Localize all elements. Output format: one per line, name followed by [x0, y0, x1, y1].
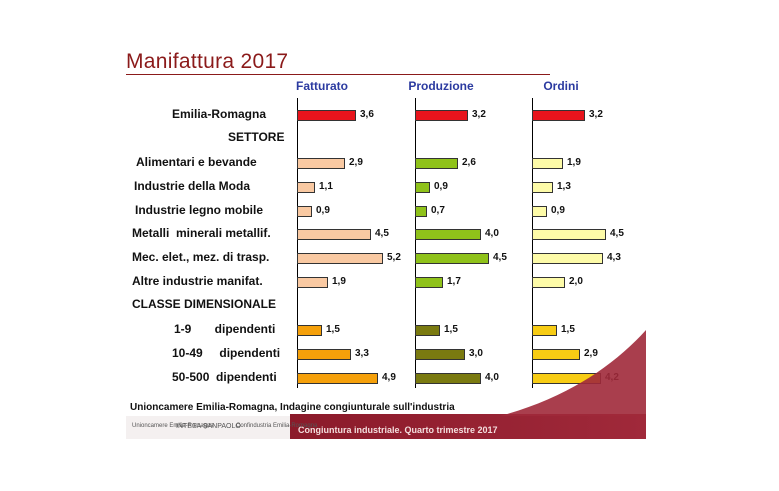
bar-ordini — [532, 349, 580, 360]
data-label: 3,2 — [472, 109, 486, 120]
bar-fatturato — [297, 182, 315, 193]
category-label: 50-500 dipendenti — [172, 370, 277, 384]
bar-produzione — [415, 182, 430, 193]
column-header-fatturato: Fatturato — [296, 79, 348, 93]
category-label: 10-49 dipendenti — [172, 346, 281, 360]
bar-ordini — [532, 277, 565, 288]
data-label: 2,9 — [349, 157, 363, 168]
axis-fatturato — [297, 98, 298, 388]
bar-fatturato — [297, 110, 356, 121]
category-label: Industrie legno mobile — [135, 203, 264, 217]
bar-produzione — [415, 277, 443, 288]
data-label: 1,5 — [561, 324, 575, 335]
data-label: 3,3 — [355, 348, 369, 359]
bar-produzione — [415, 158, 458, 169]
bar-produzione — [415, 229, 481, 240]
footer-caption: Congiuntura industriale. Quarto trimestr… — [298, 425, 498, 435]
data-label: 0,7 — [431, 205, 445, 216]
bar-ordini — [532, 325, 557, 336]
category-label: Mec. elet., mez. di trasp. — [132, 250, 270, 264]
bar-ordini — [532, 206, 547, 217]
title-divider — [126, 74, 550, 75]
data-label: 3,0 — [469, 348, 483, 359]
data-label: 1,1 — [319, 181, 333, 192]
data-label: 2,0 — [569, 276, 583, 287]
data-label: 1,5 — [326, 324, 340, 335]
data-label: 0,9 — [316, 205, 330, 216]
data-label: 1,7 — [447, 276, 461, 287]
bar-fatturato — [297, 277, 328, 288]
bar-fatturato — [297, 206, 312, 217]
category-label: Metalli minerali metallif. — [132, 226, 271, 240]
category-label: Altre industrie manifat. — [132, 274, 263, 288]
data-label: 2,9 — [584, 348, 598, 359]
data-label: 0,9 — [434, 181, 448, 192]
column-header-produzione: Produzione — [408, 79, 474, 93]
bar-ordini — [532, 158, 563, 169]
bar-produzione — [415, 349, 465, 360]
axis-ordini — [532, 98, 533, 388]
bar-fatturato — [297, 373, 378, 384]
data-label: 1,3 — [557, 181, 571, 192]
category-label: 1-9 dipendenti — [174, 322, 276, 336]
data-label: 0,9 — [551, 205, 565, 216]
category-label: Emilia-Romagna — [172, 107, 267, 121]
section-header: SETTORE — [228, 130, 285, 144]
data-label: 3,2 — [589, 109, 603, 120]
bar-ordini — [532, 182, 553, 193]
data-label: 4,0 — [485, 372, 499, 383]
decorative-curve — [500, 330, 646, 416]
confindustria-logo: Confindustria Emilia-Romagna — [236, 423, 318, 429]
footer-logo-strip — [126, 416, 296, 439]
bar-produzione — [415, 110, 468, 121]
unioncamere-logo: Unioncamere Emilia-Romagna — [132, 423, 214, 429]
section-header: CLASSE DIMENSIONALE — [132, 297, 277, 311]
data-label: 4,5 — [610, 228, 624, 239]
data-label: 4,5 — [375, 228, 389, 239]
bar-fatturato — [297, 349, 351, 360]
column-header-ordini: Ordini — [543, 79, 579, 93]
data-label: 1,5 — [444, 324, 458, 335]
data-label: 1,9 — [567, 157, 581, 168]
footer-band — [290, 414, 646, 439]
bar-fatturato — [297, 325, 322, 336]
data-label: 1,9 — [332, 276, 346, 287]
data-label: 4,9 — [382, 372, 396, 383]
bar-fatturato — [297, 158, 345, 169]
bar-ordini — [532, 110, 585, 121]
category-label: Alimentari e bevande — [136, 155, 257, 169]
source-note: Unioncamere Emilia-Romagna, Indagine con… — [130, 402, 455, 413]
category-label: Industrie della Moda — [134, 179, 251, 193]
page-title: Manifattura 2017 — [126, 50, 289, 73]
bar-produzione — [415, 253, 489, 264]
bar-produzione — [415, 373, 481, 384]
data-label: 2,6 — [462, 157, 476, 168]
bar-produzione — [415, 325, 440, 336]
intesa-sanpaolo-logo: INTESA SANPAOLO — [176, 423, 241, 430]
data-label: 5,2 — [387, 252, 401, 263]
bar-ordini — [532, 253, 603, 264]
bar-fatturato — [297, 229, 371, 240]
data-label: 4,3 — [607, 252, 621, 263]
data-label: 4,0 — [485, 228, 499, 239]
bar-produzione — [415, 206, 427, 217]
data-label: 3,6 — [360, 109, 374, 120]
axis-produzione — [415, 98, 416, 388]
bar-fatturato — [297, 253, 383, 264]
bar-ordini — [532, 229, 606, 240]
data-label: 4,5 — [493, 252, 507, 263]
